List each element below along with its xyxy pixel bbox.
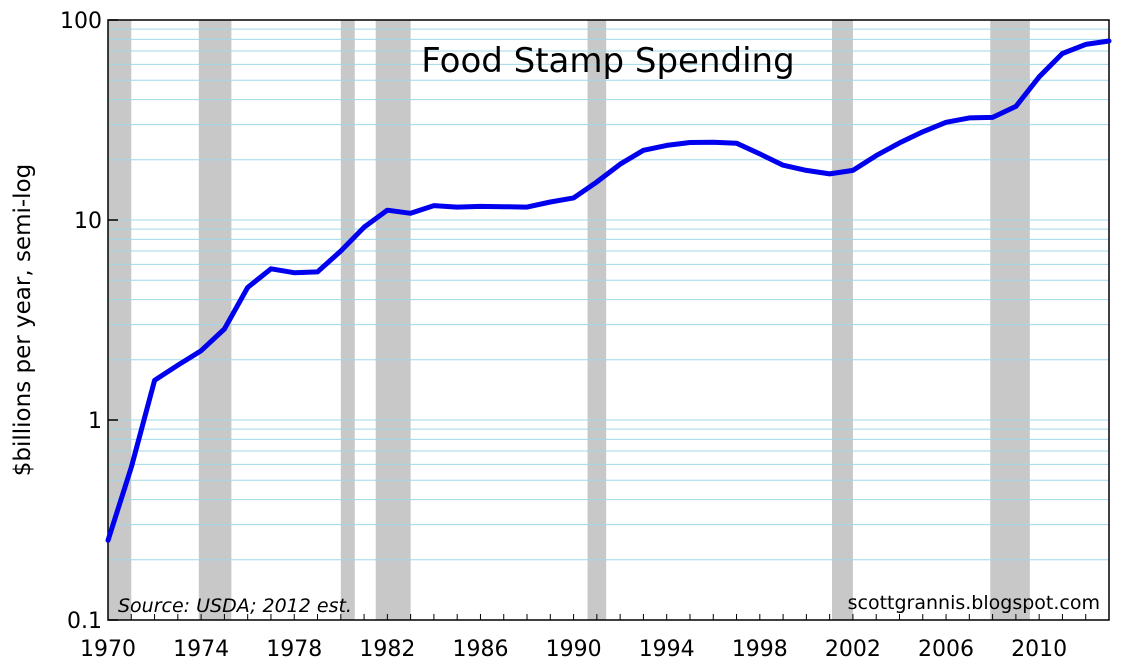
x-tick-marks [130,614,1087,620]
x-tick-label-10: 2010 [1011,637,1067,662]
x-tick-label-0: 1970 [80,637,136,662]
y-tick-labels: 0.1 1 10 100 [60,9,102,634]
series-line-0 [105,38,1112,543]
x-tick-labels: 1970 1974 1978 1982 1986 1990 1994 1998 2002 2006… [80,637,1067,662]
recession-bar-5 [831,20,853,620]
y-tick-label-2: 10 [74,209,102,234]
recession-bar-2 [340,20,355,620]
y-tick-label-1: 1 [88,409,102,434]
recession-bar-1 [198,20,232,620]
source-note: Source: USDA; 2012 est. [118,595,352,617]
x-tick-label-5: 1990 [546,637,602,662]
recession-bar-0 [108,20,132,620]
y-axis-label: $billions per year, semi-log [10,164,36,476]
chart-title: Food Stamp Spending [421,41,794,81]
y-tick-marks [108,19,118,621]
x-tick-label-7: 1998 [732,637,788,662]
x-tick-label-9: 2006 [918,637,974,662]
x-tick-label-6: 1994 [639,637,695,662]
recession-bar-4 [587,20,607,620]
plot-frame [107,19,1110,621]
y-tick-label-0: 0.1 [67,609,102,634]
recession-bar-6 [990,20,1030,620]
x-tick-label-2: 1978 [266,637,322,662]
blog-credit: scottgrannis.blogspot.com [848,592,1100,614]
x-tick-label-1: 1974 [173,637,229,662]
grid-lines [108,28,1109,561]
recession-shading [108,20,1030,620]
recession-bar-3 [375,20,411,620]
x-tick-label-4: 1986 [452,637,508,662]
x-tick-label-8: 2002 [825,637,881,662]
series-layer [105,38,1112,543]
x-tick-label-3: 1982 [359,637,415,662]
y-tick-label-3: 100 [60,9,102,34]
